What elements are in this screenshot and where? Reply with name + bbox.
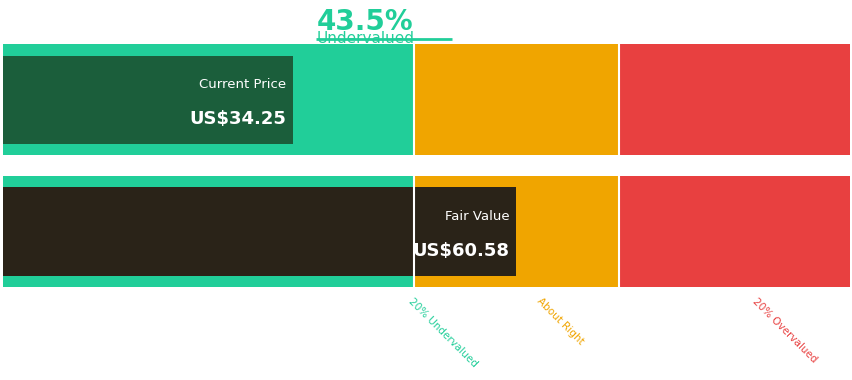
Text: 20% Overvalued: 20% Overvalued (750, 296, 818, 364)
Text: US$34.25: US$34.25 (189, 110, 286, 128)
Text: Undervalued: Undervalued (316, 30, 414, 46)
Text: US$60.58: US$60.58 (412, 242, 509, 260)
Text: 43.5%: 43.5% (316, 8, 412, 36)
Bar (619, 176, 849, 287)
Bar (3, 176, 413, 287)
Bar (413, 44, 619, 155)
Bar (3, 44, 413, 155)
Text: About Right: About Right (534, 296, 584, 347)
Text: 20% Undervalued: 20% Undervalued (406, 296, 479, 369)
Text: Current Price: Current Price (199, 78, 286, 91)
Bar (3, 55, 293, 144)
Text: Fair Value: Fair Value (444, 210, 509, 223)
Bar (413, 176, 619, 287)
Bar (619, 44, 849, 155)
Bar (3, 187, 515, 276)
